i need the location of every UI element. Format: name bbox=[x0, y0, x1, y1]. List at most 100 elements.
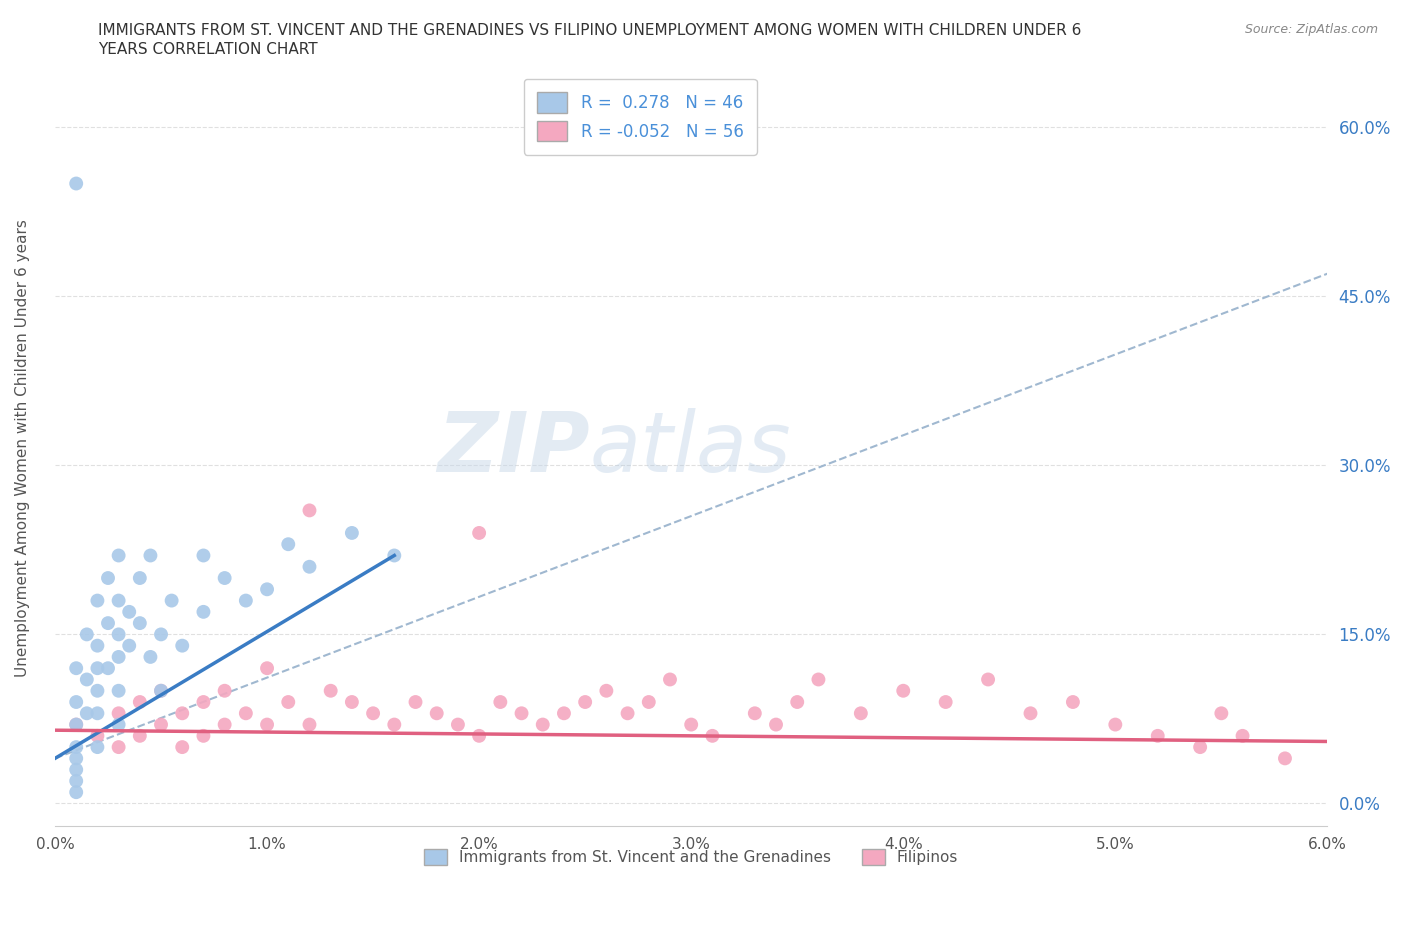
Point bbox=[86, 728, 108, 743]
Point bbox=[1274, 751, 1296, 765]
Point bbox=[510, 706, 533, 721]
Point bbox=[849, 706, 872, 721]
Point bbox=[807, 672, 830, 687]
Point bbox=[574, 695, 596, 710]
Point bbox=[65, 176, 87, 191]
Point bbox=[193, 604, 215, 619]
Text: Source: ZipAtlas.com: Source: ZipAtlas.com bbox=[1244, 23, 1378, 36]
Point bbox=[150, 684, 173, 698]
Point bbox=[765, 717, 787, 732]
Point bbox=[256, 582, 278, 597]
Point bbox=[107, 627, 129, 642]
Point bbox=[786, 695, 808, 710]
Point bbox=[65, 661, 87, 676]
Point bbox=[681, 717, 703, 732]
Point bbox=[193, 548, 215, 563]
Point bbox=[128, 728, 150, 743]
Point bbox=[107, 739, 129, 754]
Point bbox=[1211, 706, 1233, 721]
Point bbox=[86, 661, 108, 676]
Point bbox=[150, 684, 173, 698]
Point bbox=[172, 739, 194, 754]
Point bbox=[118, 638, 141, 653]
Text: IMMIGRANTS FROM ST. VINCENT AND THE GRENADINES VS FILIPINO UNEMPLOYMENT AMONG WO: IMMIGRANTS FROM ST. VINCENT AND THE GREN… bbox=[98, 23, 1081, 38]
Point bbox=[1232, 728, 1254, 743]
Point bbox=[298, 559, 321, 574]
Point bbox=[107, 684, 129, 698]
Point bbox=[65, 751, 87, 765]
Point bbox=[1146, 728, 1168, 743]
Point bbox=[86, 593, 108, 608]
Point bbox=[977, 672, 1000, 687]
Point bbox=[107, 649, 129, 664]
Point bbox=[76, 627, 98, 642]
Point bbox=[65, 785, 87, 800]
Point bbox=[1019, 706, 1042, 721]
Point bbox=[65, 739, 87, 754]
Point bbox=[277, 537, 299, 551]
Point bbox=[214, 571, 236, 586]
Point bbox=[298, 717, 321, 732]
Point bbox=[107, 548, 129, 563]
Point bbox=[702, 728, 724, 743]
Point bbox=[382, 717, 405, 732]
Point bbox=[426, 706, 449, 721]
Text: YEARS CORRELATION CHART: YEARS CORRELATION CHART bbox=[98, 42, 318, 57]
Point bbox=[340, 525, 363, 540]
Point bbox=[128, 616, 150, 631]
Point bbox=[361, 706, 384, 721]
Point bbox=[319, 684, 342, 698]
Point bbox=[76, 672, 98, 687]
Point bbox=[150, 627, 173, 642]
Point bbox=[405, 695, 427, 710]
Point bbox=[86, 684, 108, 698]
Y-axis label: Unemployment Among Women with Children Under 6 years: Unemployment Among Women with Children U… bbox=[15, 219, 30, 677]
Point bbox=[128, 571, 150, 586]
Point bbox=[139, 548, 162, 563]
Point bbox=[277, 695, 299, 710]
Point bbox=[1062, 695, 1084, 710]
Point bbox=[553, 706, 575, 721]
Point bbox=[256, 661, 278, 676]
Point bbox=[86, 739, 108, 754]
Point bbox=[891, 684, 914, 698]
Point bbox=[744, 706, 766, 721]
Point bbox=[468, 525, 491, 540]
Point bbox=[139, 649, 162, 664]
Point bbox=[107, 717, 129, 732]
Text: ZIP: ZIP bbox=[437, 408, 589, 489]
Point bbox=[637, 695, 659, 710]
Point bbox=[382, 548, 405, 563]
Point bbox=[97, 616, 120, 631]
Point bbox=[340, 695, 363, 710]
Point bbox=[214, 684, 236, 698]
Point bbox=[616, 706, 638, 721]
Point bbox=[65, 717, 87, 732]
Point bbox=[97, 571, 120, 586]
Point bbox=[65, 695, 87, 710]
Point bbox=[1189, 739, 1212, 754]
Point bbox=[193, 695, 215, 710]
Point bbox=[659, 672, 682, 687]
Point bbox=[1104, 717, 1126, 732]
Point bbox=[107, 706, 129, 721]
Point bbox=[468, 728, 491, 743]
Point bbox=[489, 695, 512, 710]
Point bbox=[256, 717, 278, 732]
Point bbox=[65, 763, 87, 777]
Point bbox=[235, 593, 257, 608]
Point bbox=[193, 728, 215, 743]
Point bbox=[150, 717, 173, 732]
Point bbox=[172, 706, 194, 721]
Point bbox=[107, 593, 129, 608]
Point bbox=[118, 604, 141, 619]
Point bbox=[160, 593, 183, 608]
Text: atlas: atlas bbox=[589, 408, 792, 489]
Point bbox=[128, 695, 150, 710]
Point bbox=[531, 717, 554, 732]
Point bbox=[97, 661, 120, 676]
Point bbox=[935, 695, 957, 710]
Point bbox=[86, 706, 108, 721]
Point bbox=[172, 638, 194, 653]
Point bbox=[76, 706, 98, 721]
